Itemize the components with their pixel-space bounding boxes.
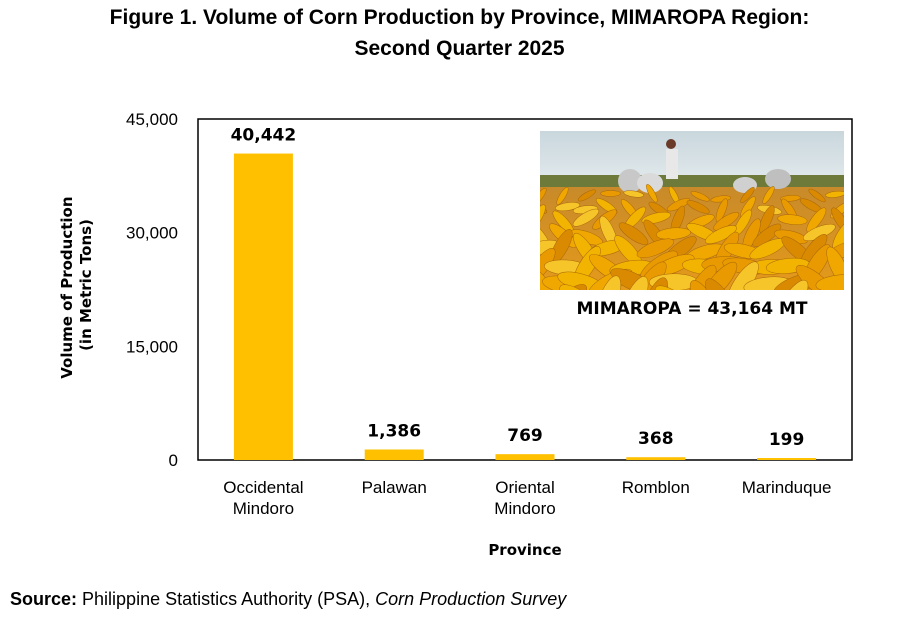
corn-cob xyxy=(795,265,836,290)
data-label: 368 xyxy=(638,429,674,449)
corn-cob xyxy=(713,212,740,231)
y-axis-title: Volume of Production (in Metric Tons) xyxy=(58,191,95,379)
corn-cob xyxy=(762,186,775,205)
x-tick-label: Occidental Mindoro xyxy=(223,478,303,518)
corn-cob xyxy=(815,274,844,290)
bar xyxy=(626,457,686,460)
corn-cob xyxy=(544,284,587,290)
corn-cob xyxy=(556,187,569,205)
corn-cob xyxy=(577,189,596,202)
corn-cob xyxy=(623,190,644,198)
data-label: 769 xyxy=(507,426,543,446)
corn-cob xyxy=(636,238,674,259)
corn-cob xyxy=(702,261,738,290)
corn-cob xyxy=(806,207,827,233)
corn-cob xyxy=(555,202,581,212)
corn-cob xyxy=(831,207,844,234)
bar xyxy=(495,454,555,460)
corn-cob xyxy=(825,190,844,198)
corn-cob xyxy=(686,200,710,214)
corn-cob xyxy=(740,187,755,204)
corn-cob xyxy=(540,204,546,231)
chart-title-line-1: Figure 1. Volume of Corn Production by P… xyxy=(109,6,810,29)
x-tick-label: Oriental Mindoro xyxy=(494,478,555,518)
corn-cob xyxy=(826,246,844,288)
corn-cob xyxy=(540,187,547,205)
data-labels: 40,442 1,386 769 368 199 xyxy=(231,126,805,450)
corn-cob xyxy=(600,190,621,197)
bars-group xyxy=(233,153,817,461)
corn-cob xyxy=(774,279,809,290)
corn-cob xyxy=(646,184,658,203)
corn-cob xyxy=(654,285,700,290)
corn-cob xyxy=(752,223,782,247)
data-label: 199 xyxy=(769,430,805,450)
bar xyxy=(364,449,424,460)
chart-title-line-2: Second Quarter 2025 xyxy=(354,37,565,60)
source-label: Source: xyxy=(10,589,78,609)
data-label: 40,442 xyxy=(231,126,297,146)
corn-cob xyxy=(540,261,555,290)
x-axis-labels: Occidental Mindoro Palawan Oriental Mindoro R… xyxy=(223,478,831,518)
corn-harvest-photo xyxy=(540,131,844,290)
corn-cob xyxy=(595,275,621,290)
corn-photo-illustration xyxy=(540,131,844,290)
bar xyxy=(757,458,817,460)
bar xyxy=(233,153,293,461)
y-tick-label: 45,000 xyxy=(126,110,178,129)
y-axis-ticks: 0 15,000 30,000 45,000 xyxy=(126,110,178,470)
corn-cob xyxy=(705,225,737,244)
region-total-annotation: MIMAROPA = 43,164 MT xyxy=(576,299,808,319)
corn-cob xyxy=(559,284,605,290)
x-axis-title: Province xyxy=(488,541,561,559)
corn-cob xyxy=(620,276,649,290)
source-text: Philippine Statistics Authority (PSA), xyxy=(77,589,376,609)
data-label: 1,386 xyxy=(367,421,421,441)
y-tick-label: 0 xyxy=(169,451,178,470)
y-tick-label: 30,000 xyxy=(126,224,178,243)
source-note: Source: Philippine Statistics Authority … xyxy=(10,589,566,610)
corn-cob xyxy=(808,188,826,203)
corn-cob xyxy=(656,227,691,240)
corn-cob xyxy=(640,277,668,290)
y-tick-label: 15,000 xyxy=(126,337,178,356)
x-tick-label: Romblon xyxy=(622,478,690,497)
corn-cobs xyxy=(540,184,844,290)
corn-cob xyxy=(777,214,808,225)
x-tick-label: Marinduque xyxy=(742,478,832,497)
x-tick-label: Palawan xyxy=(362,478,427,497)
corn-cob xyxy=(689,280,722,290)
corn-cob xyxy=(618,222,649,245)
corn-cob xyxy=(540,248,556,285)
source-survey: Corn Production Survey xyxy=(375,589,567,609)
corn-cob xyxy=(572,208,600,227)
corn-cob xyxy=(690,191,710,202)
corn-cob xyxy=(705,278,739,290)
